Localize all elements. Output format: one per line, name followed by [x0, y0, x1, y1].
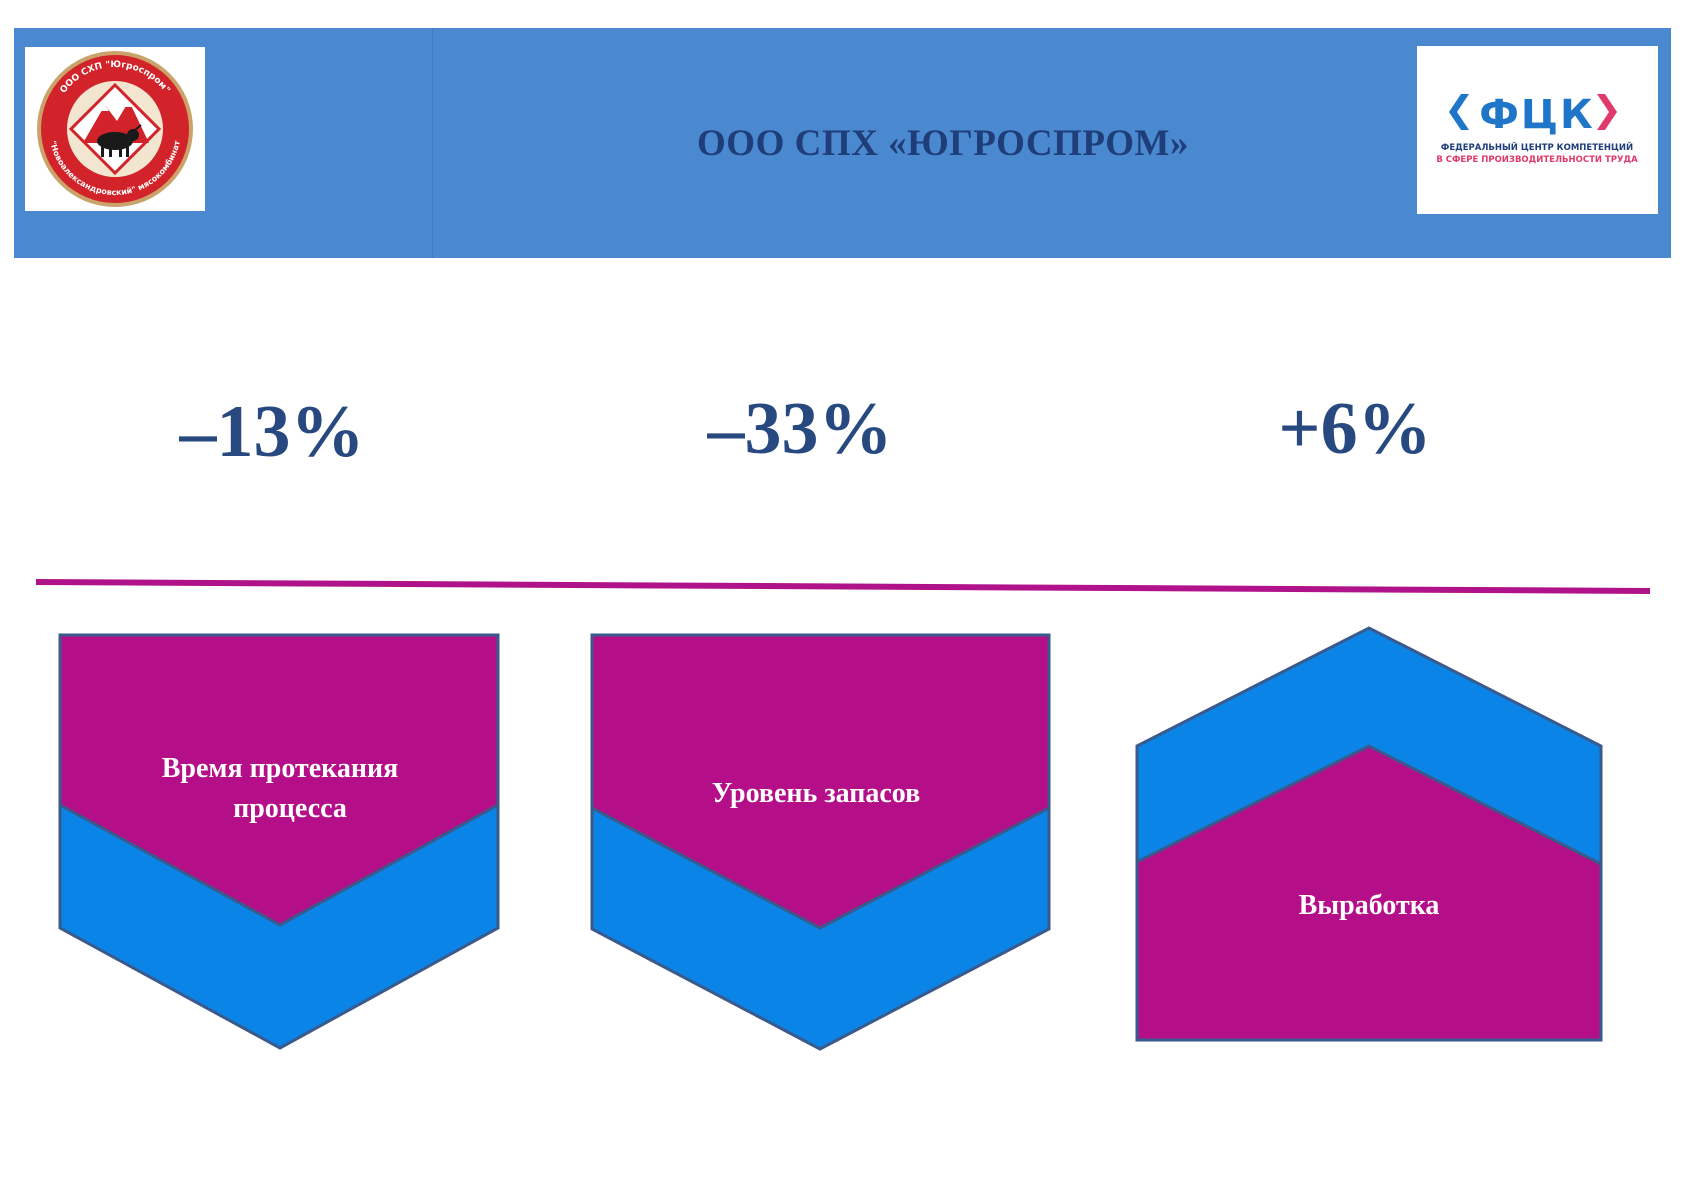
shape-magenta-top — [590, 633, 1051, 930]
fck-line-1: ФЕДЕРАЛЬНЫЙ ЦЕНТР КОМПЕТЕНЦИЙ — [1441, 141, 1633, 153]
metric-value-process-time: –13% — [179, 391, 365, 473]
company-seal-logo-icon: ООО СХП "Югроспром" "Новоалександровский… — [37, 51, 193, 207]
header-band: ООО СХП "Югроспром" "Новоалександровский… — [14, 28, 1671, 258]
fck-logo-icon: ФЦК ФЕДЕРАЛЬНЫЙ ЦЕНТР КОМПЕТЕНЦИЙ В СФЕР… — [1436, 92, 1638, 165]
shape-label-line-2: процесса — [233, 793, 347, 824]
shape-label-line-1: Время протекания — [162, 753, 399, 784]
metric-value-output: +6% — [1278, 388, 1432, 470]
shape-output: Выработка — [1135, 626, 1603, 1042]
shape-label: Уровень запасов — [712, 778, 920, 809]
fck-line-2: В СФЕРЕ ПРОИЗВОДИТЕЛЬНОСТИ ТРУДА — [1436, 155, 1638, 165]
page-title: ООО СПХ «ЮГРОСПРОМ» — [697, 122, 1189, 164]
shape-magenta-top — [1135, 744, 1603, 1042]
shape-magenta-top — [58, 633, 500, 927]
shape-label: Выработка — [1299, 890, 1440, 921]
shape-process-time: Время протекания процесса — [58, 633, 500, 1050]
company-logo: ООО СХП "Югроспром" "Новоалександровский… — [25, 47, 205, 211]
fck-brand-text: ФЦК — [1479, 92, 1594, 138]
metric-value-inventory: –33% — [707, 388, 893, 470]
header-divider — [432, 28, 433, 258]
shape-inventory: Уровень запасов — [590, 633, 1051, 1051]
fck-logo: ФЦК ФЕДЕРАЛЬНЫЙ ЦЕНТР КОМПЕТЕНЦИЙ В СФЕР… — [1417, 46, 1658, 214]
